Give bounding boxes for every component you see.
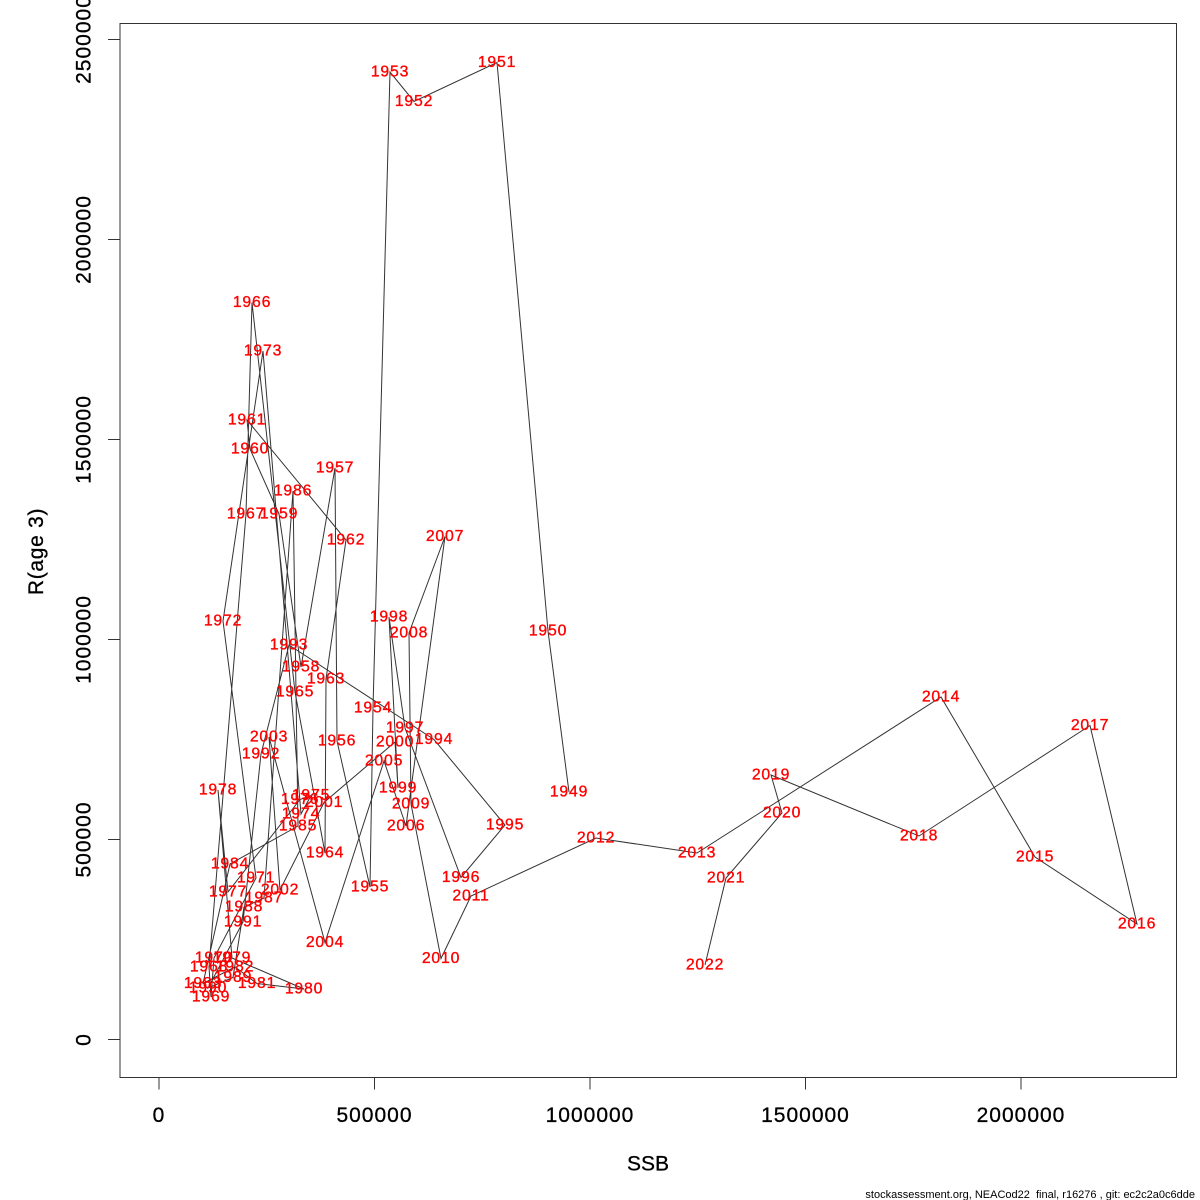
svg-text:1976: 1976: [281, 791, 319, 808]
svg-text:1980: 1980: [285, 981, 323, 998]
svg-text:2004: 2004: [306, 934, 344, 951]
svg-text:1949: 1949: [550, 784, 588, 801]
svg-text:1994: 1994: [415, 731, 453, 748]
svg-text:1968: 1968: [190, 959, 228, 976]
svg-text:1971: 1971: [237, 870, 275, 887]
svg-text:1964: 1964: [306, 845, 344, 862]
svg-text:R(age 3): R(age 3): [25, 508, 48, 595]
svg-text:1990: 1990: [189, 980, 227, 997]
svg-text:2000000: 2000000: [73, 195, 96, 284]
svg-text:1992: 1992: [242, 746, 280, 763]
svg-text:2021: 2021: [707, 870, 745, 887]
svg-text:2012: 2012: [577, 830, 615, 847]
svg-text:1984: 1984: [211, 856, 249, 873]
svg-text:1955: 1955: [351, 879, 389, 896]
svg-text:2000: 2000: [376, 734, 414, 751]
svg-text:2003: 2003: [250, 729, 288, 746]
svg-text:2013: 2013: [678, 845, 716, 862]
svg-text:1975: 1975: [292, 787, 330, 804]
svg-text:500000: 500000: [73, 801, 96, 877]
svg-text:1500000: 1500000: [761, 1104, 850, 1127]
svg-text:2500000: 2500000: [73, 0, 96, 84]
svg-text:2015: 2015: [1016, 849, 1054, 866]
svg-text:1972: 1972: [204, 613, 242, 630]
svg-text:1985: 1985: [279, 818, 317, 835]
svg-text:1969: 1969: [192, 989, 230, 1006]
svg-text:1962: 1962: [327, 532, 365, 549]
svg-text:1957: 1957: [316, 460, 354, 477]
svg-text:2006: 2006: [387, 818, 425, 835]
svg-text:1956: 1956: [318, 733, 356, 750]
svg-text:1953: 1953: [371, 64, 409, 81]
svg-text:1966: 1966: [233, 294, 271, 311]
svg-text:2005: 2005: [365, 753, 403, 770]
svg-text:2010: 2010: [422, 950, 460, 967]
svg-text:1500000: 1500000: [73, 395, 96, 484]
svg-text:2017: 2017: [1071, 717, 1109, 734]
svg-text:2007: 2007: [426, 528, 464, 545]
svg-text:0: 0: [153, 1104, 166, 1127]
svg-text:0: 0: [73, 1033, 96, 1046]
svg-text:1974: 1974: [282, 806, 320, 823]
svg-text:1961: 1961: [228, 412, 266, 429]
svg-text:2008: 2008: [390, 625, 428, 642]
svg-text:1954: 1954: [354, 700, 392, 717]
svg-text:2019: 2019: [752, 767, 790, 784]
svg-text:1999: 1999: [379, 780, 417, 797]
svg-text:1959: 1959: [260, 506, 298, 523]
svg-text:2002: 2002: [261, 882, 299, 899]
svg-text:1951: 1951: [478, 54, 516, 71]
svg-text:1998: 1998: [370, 609, 408, 626]
svg-text:1950: 1950: [529, 623, 567, 640]
svg-text:1993: 1993: [270, 637, 308, 654]
svg-text:2022: 2022: [686, 957, 724, 974]
svg-text:1997: 1997: [386, 720, 424, 737]
svg-text:1981: 1981: [238, 975, 276, 992]
svg-text:1952: 1952: [395, 93, 433, 110]
svg-text:2016: 2016: [1118, 916, 1156, 933]
svg-text:1000000: 1000000: [73, 595, 96, 684]
svg-text:SSB: SSB: [627, 1153, 669, 1176]
svg-text:1973: 1973: [244, 343, 282, 360]
svg-text:1958: 1958: [282, 659, 320, 676]
svg-text:1978: 1978: [199, 782, 237, 799]
svg-text:1977: 1977: [209, 884, 247, 901]
svg-text:2009: 2009: [392, 796, 430, 813]
svg-text:1991: 1991: [224, 914, 262, 931]
svg-text:2018: 2018: [900, 828, 938, 845]
svg-text:1986: 1986: [274, 483, 312, 500]
svg-text:1963: 1963: [307, 671, 345, 688]
svg-text:2000000: 2000000: [977, 1104, 1066, 1127]
svg-text:1982: 1982: [216, 959, 254, 976]
svg-text:stockassessment.org, NEACod22: stockassessment.org, NEACod22 final, r16…: [865, 1189, 1195, 1200]
svg-text:1987: 1987: [245, 890, 283, 907]
svg-text:1988: 1988: [225, 899, 263, 916]
svg-text:1995: 1995: [486, 817, 524, 834]
svg-text:1000000: 1000000: [546, 1104, 635, 1127]
svg-text:1965: 1965: [276, 684, 314, 701]
svg-text:1996: 1996: [442, 869, 480, 886]
svg-text:2020: 2020: [763, 805, 801, 822]
svg-text:2001: 2001: [305, 794, 343, 811]
svg-text:1970: 1970: [195, 950, 233, 967]
svg-text:2011: 2011: [452, 888, 489, 905]
svg-text:2014: 2014: [922, 689, 960, 706]
svg-text:1979: 1979: [213, 950, 251, 967]
svg-text:1989: 1989: [214, 969, 252, 986]
svg-text:1967: 1967: [227, 506, 265, 523]
svg-text:1983: 1983: [184, 975, 222, 992]
svg-text:500000: 500000: [336, 1104, 412, 1127]
svg-text:1960: 1960: [231, 441, 269, 458]
